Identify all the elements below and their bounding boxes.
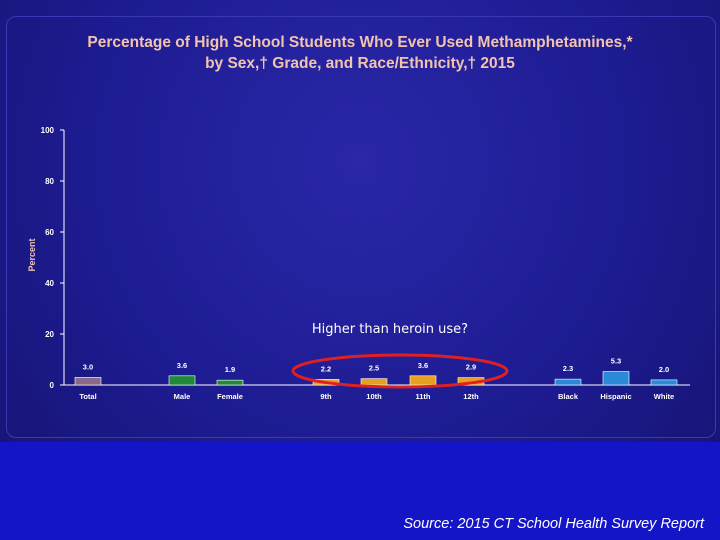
y-tick-label: 100: [41, 126, 55, 135]
value-label: 3.0: [83, 362, 93, 371]
bar-10th: [360, 378, 388, 386]
bar-11th: [409, 375, 437, 386]
footer-band: [0, 442, 720, 540]
value-label: 2.5: [369, 364, 379, 373]
bar-hispanic: [602, 371, 630, 386]
bar-white: [650, 379, 678, 386]
category-label: Total: [79, 392, 96, 401]
highlight-ellipse: [291, 353, 509, 389]
bar-male: [168, 375, 196, 386]
category-label: 11th: [415, 392, 430, 401]
title-line-1: Percentage of High School Students Who E…: [87, 34, 633, 51]
value-label: 1.9: [225, 365, 235, 374]
source-citation: Source: 2015 CT School Health Survey Rep…: [403, 516, 704, 532]
value-label: 2.9: [466, 363, 476, 372]
y-tick-label: 0: [50, 381, 55, 390]
category-label: White: [654, 392, 674, 401]
category-label: Black: [558, 392, 579, 401]
category-label: 9th: [320, 392, 332, 401]
category-label: Female: [217, 392, 243, 401]
bar-black: [554, 378, 582, 386]
value-label: 3.6: [177, 361, 187, 370]
bar-total: [74, 377, 102, 386]
value-label: 2.2: [321, 364, 331, 373]
value-label: 2.0: [659, 365, 669, 374]
value-label: 5.3: [611, 356, 621, 365]
chart-labels: 3.0 Total 3.6 Male 1.9 Female 2.2 9th 2.5 10th 3.6…: [79, 356, 674, 401]
y-tick-label: 40: [45, 279, 54, 288]
annotation-text: Higher than heroin use?: [312, 322, 468, 337]
chart-bars: [74, 371, 678, 386]
chart-frame: [6, 16, 716, 438]
chart-title: Percentage of High School Students Who E…: [20, 32, 700, 74]
y-tick-label: 80: [45, 177, 54, 186]
category-label: Hispanic: [600, 392, 631, 401]
y-axis-label: Percent: [27, 238, 37, 271]
category-label: 10th: [366, 392, 382, 401]
category-label: Male: [174, 392, 191, 401]
value-label: 2.3: [563, 364, 573, 373]
chart-axes: 0 20 40 60 80 100: [41, 126, 690, 390]
y-tick-label: 20: [45, 330, 54, 339]
bar-female: [216, 379, 244, 386]
y-tick-label: 60: [45, 228, 54, 237]
title-line-2: by Sex,† Grade, and Race/Ethnicity,† 201…: [205, 55, 515, 72]
value-label: 3.6: [418, 361, 428, 370]
category-label: 12th: [463, 392, 479, 401]
